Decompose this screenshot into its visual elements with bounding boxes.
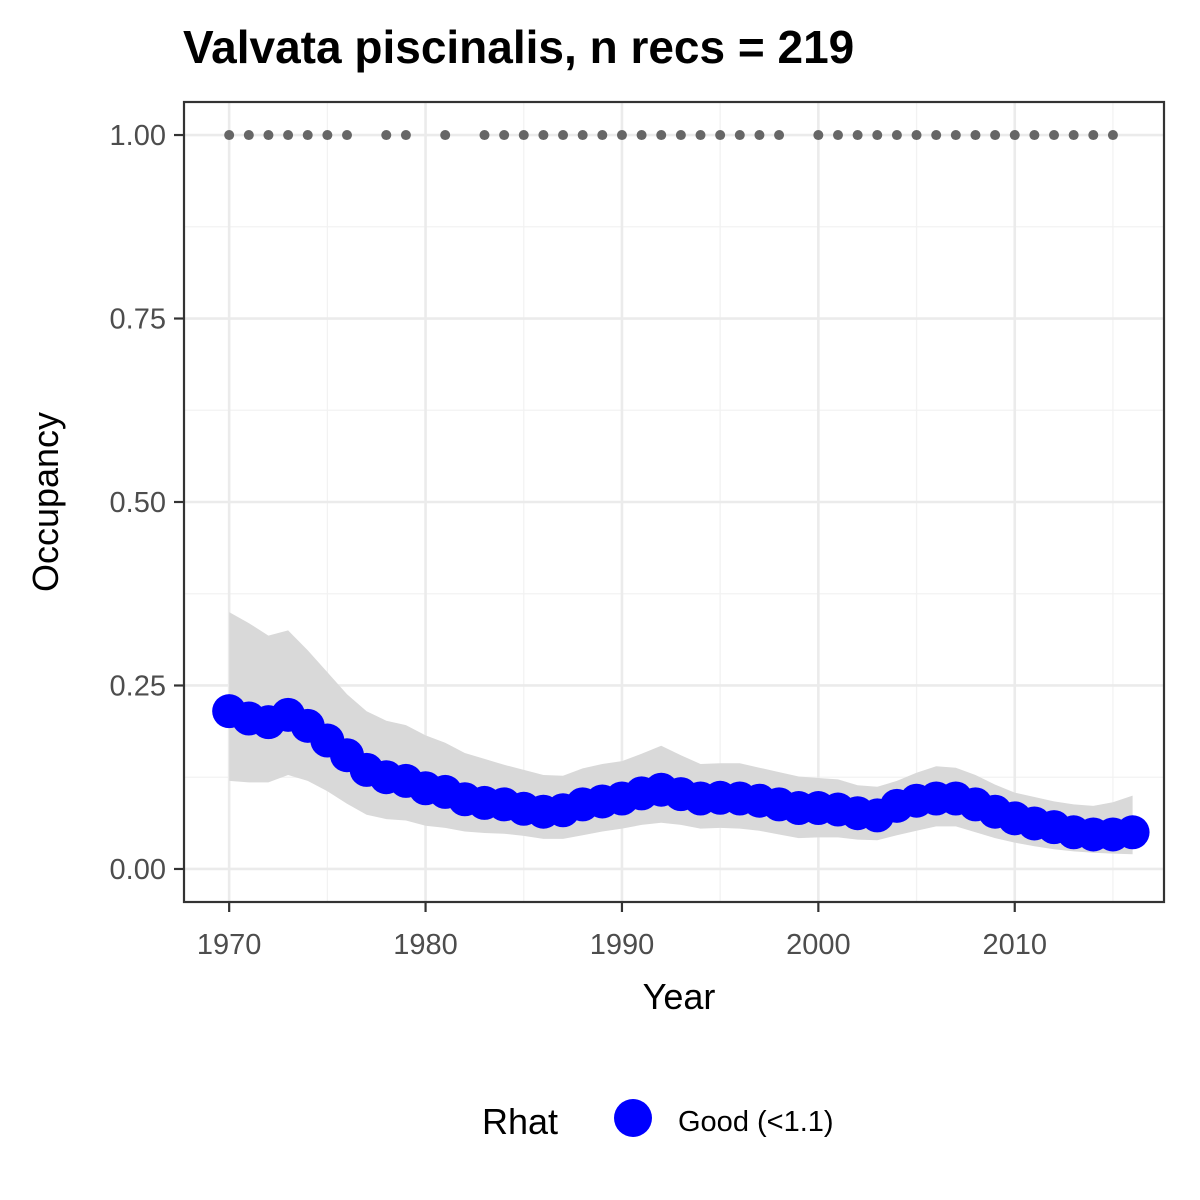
record-point [322,130,333,141]
y-tick-label: 0.75 [110,304,166,336]
record-point [734,130,745,141]
y-axis-title: Occupancy [25,412,66,592]
record-point [243,130,254,141]
record-point [1029,130,1040,141]
record-point [283,130,294,141]
y-axis: 0.00 0.25 0.50 0.75 1.00 [110,120,184,886]
legend: Rhat Good (<1.1) [482,1099,834,1142]
record-point [1009,130,1020,141]
x-tick-label: 1980 [393,929,458,961]
record-point [1088,130,1099,141]
record-point [1049,130,1060,141]
legend-title: Rhat [482,1101,558,1142]
record-point [813,130,824,141]
record-point [342,130,353,141]
record-point [715,130,726,141]
record-point [479,130,490,141]
record-point [872,130,883,141]
record-point [1107,130,1118,141]
record-point [636,130,647,141]
legend-label-good: Good (<1.1) [678,1106,834,1138]
record-point [852,130,863,141]
record-point [695,130,706,141]
record-point [597,130,608,141]
record-point [970,130,981,141]
legend-key-good [614,1099,652,1137]
record-point [656,130,667,141]
record-point [577,130,588,141]
record-points-layer [224,130,1118,141]
occupancy-point [1115,815,1150,850]
record-point [224,130,235,141]
record-point [990,130,1001,141]
record-point [302,130,313,141]
record-point [774,130,785,141]
record-point [1068,130,1079,141]
x-tick-label: 2010 [982,929,1047,961]
x-tick-label: 1970 [197,929,262,961]
record-point [950,130,961,141]
chart-title: Valvata piscinalis, n recs = 219 [183,21,854,73]
record-point [616,130,627,141]
y-tick-label: 0.50 [110,487,166,519]
record-point [263,130,274,141]
record-point [558,130,569,141]
record-point [538,130,549,141]
record-point [518,130,529,141]
y-tick-label: 1.00 [110,120,166,152]
record-point [891,130,902,141]
record-point [911,130,922,141]
record-point [931,130,942,141]
x-tick-label: 1990 [590,929,655,961]
occupancy-series-layer [212,694,1150,852]
record-point [440,130,451,141]
record-point [754,130,765,141]
x-tick-label: 2000 [786,929,851,961]
record-point [381,130,392,141]
y-tick-label: 0.25 [110,670,166,702]
x-axis: 1970 1980 1990 2000 2010 [197,902,1047,961]
x-axis-title: Year [643,976,716,1017]
record-point [832,130,843,141]
record-point [400,130,411,141]
record-point [499,130,510,141]
y-tick-label: 0.00 [110,854,166,886]
record-point [675,130,686,141]
